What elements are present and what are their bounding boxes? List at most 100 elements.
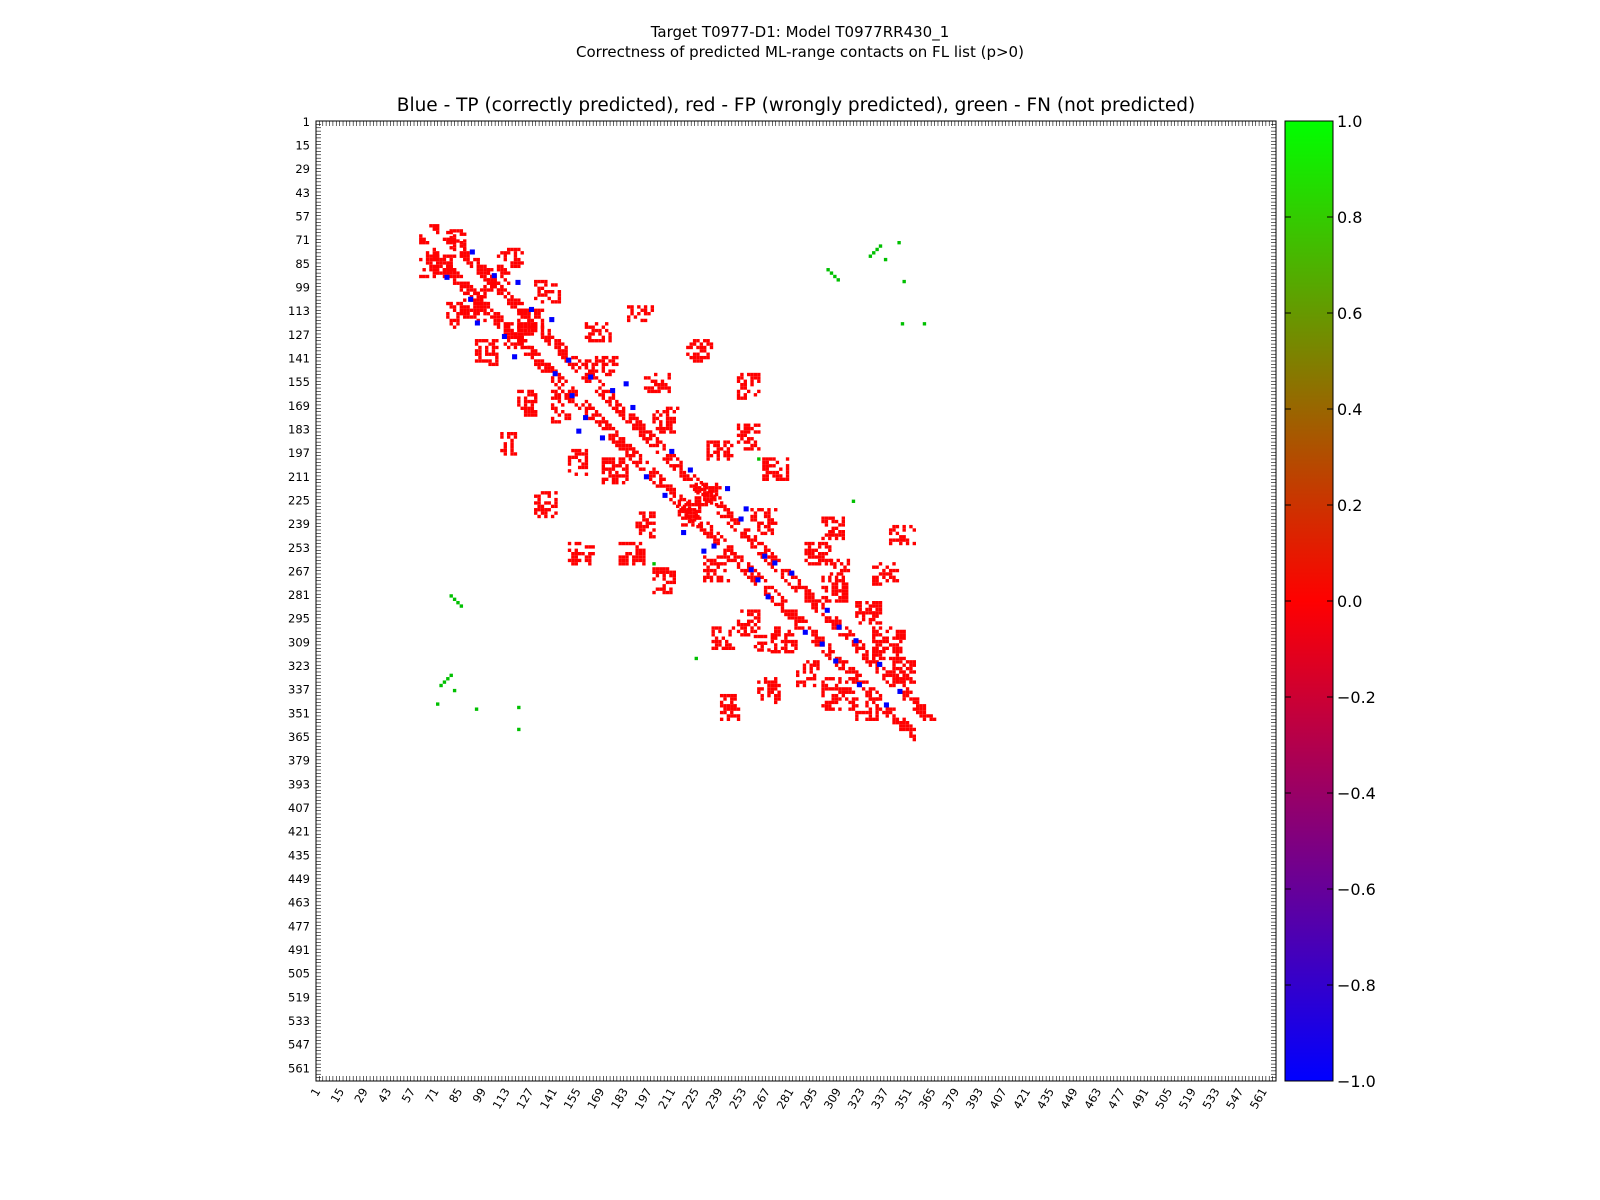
fp-cell: [652, 535, 656, 539]
fp-cell: [730, 518, 734, 522]
fp-cell: [550, 283, 555, 287]
fp-cell: [601, 396, 606, 400]
fp-cell: [796, 683, 800, 688]
fp-cell: [706, 453, 710, 458]
fp-cell: [449, 237, 453, 241]
fp-cell: [767, 514, 771, 519]
fp-cell: [834, 619, 839, 623]
fp-cell: [831, 707, 835, 711]
fp-cell: [821, 602, 825, 607]
minor-ticks: [315, 120, 1277, 1082]
fp-cell: [868, 690, 873, 694]
fp-cell: [839, 562, 844, 566]
fp-cell: [662, 484, 666, 488]
fp-cell: [780, 602, 785, 607]
fp-cell: [635, 548, 639, 552]
fp-cell: [618, 457, 622, 461]
y-tick-label: 239: [288, 517, 310, 531]
fp-cell: [706, 440, 710, 444]
fp-cell: [436, 251, 440, 255]
x-tick-label: 43: [375, 1086, 394, 1106]
fp-cell: [817, 636, 822, 640]
contact-cells: [419, 224, 937, 742]
fp-cell: [804, 551, 808, 556]
fp-cell: [577, 359, 582, 363]
fp-cell: [841, 687, 846, 691]
fp-cell: [694, 502, 698, 507]
fp-cell: [554, 511, 558, 515]
fp-cell: [726, 693, 731, 698]
fp-cell: [547, 335, 551, 340]
fp-cell: [689, 508, 693, 512]
fp-cell: [618, 410, 622, 414]
fp-cell: [432, 224, 436, 228]
fp-cell: [892, 663, 896, 667]
fp-cell: [841, 519, 846, 524]
fp-cell: [446, 237, 450, 241]
fp-cell: [779, 477, 783, 481]
fp-cell: [483, 288, 487, 292]
fp-cell: [557, 420, 562, 424]
fp-cell: [784, 633, 788, 637]
fp-cell: [728, 643, 732, 647]
fp-cell: [584, 399, 589, 404]
fp-cell: [875, 579, 879, 583]
fp-cell: [463, 257, 467, 262]
fp-cell: [449, 301, 453, 306]
fp-cell: [625, 450, 629, 454]
fp-cell: [643, 308, 648, 312]
fp-cell: [652, 514, 656, 519]
fp-cell: [767, 693, 771, 698]
fp-cell: [902, 683, 906, 688]
fn-cell: [449, 594, 453, 598]
fp-cell: [730, 511, 734, 515]
fp-cell: [601, 464, 606, 468]
fp-cell: [824, 523, 829, 527]
fp-cell: [517, 396, 521, 400]
fp-cell: [770, 531, 775, 536]
fp-cell: [655, 573, 660, 578]
fp-cell: [892, 666, 896, 671]
fp-cell: [892, 683, 896, 688]
fp-cell: [770, 521, 775, 525]
fp-cell: [682, 470, 687, 475]
fp-cell: [689, 518, 693, 522]
fp-cell: [750, 382, 754, 387]
fp-cell: [794, 585, 798, 590]
fp-cell: [817, 555, 822, 559]
fp-cell: [625, 555, 629, 559]
fp-cell: [841, 575, 846, 580]
fp-cell: [588, 359, 592, 363]
fp-cell: [506, 251, 511, 255]
fp-cell: [503, 445, 507, 449]
fp-cell: [463, 298, 467, 302]
fp-cell: [821, 606, 825, 610]
fp-cell: [442, 268, 447, 272]
fp-cell: [694, 496, 698, 500]
fp-cell: [784, 650, 788, 654]
fp-cell: [816, 663, 820, 667]
fp-cell: [456, 318, 460, 323]
fp-cell: [669, 423, 673, 427]
fp-cell: [554, 382, 558, 387]
fp-cell: [713, 535, 717, 539]
fp-cell: [615, 481, 619, 485]
fp-cell: [770, 599, 775, 603]
fp-cell: [517, 389, 521, 394]
tp-cell: [549, 317, 555, 323]
fp-cell: [618, 562, 622, 566]
fp-cell: [713, 443, 717, 448]
fp-cell: [534, 393, 538, 397]
fp-cell: [696, 352, 700, 356]
fp-cell: [544, 279, 548, 284]
fp-cell: [763, 531, 768, 536]
fp-cell: [828, 545, 832, 549]
fp-cell: [648, 474, 653, 478]
x-tick-label: 379: [939, 1086, 962, 1112]
fp-cell: [855, 614, 859, 618]
fp-cell: [878, 582, 883, 586]
fp-cell: [757, 524, 761, 529]
fp-cell: [478, 339, 482, 343]
fp-cell: [772, 470, 776, 475]
fp-cell: [581, 362, 585, 367]
